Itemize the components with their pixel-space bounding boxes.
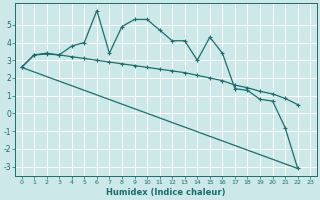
X-axis label: Humidex (Indice chaleur): Humidex (Indice chaleur) — [106, 188, 226, 197]
